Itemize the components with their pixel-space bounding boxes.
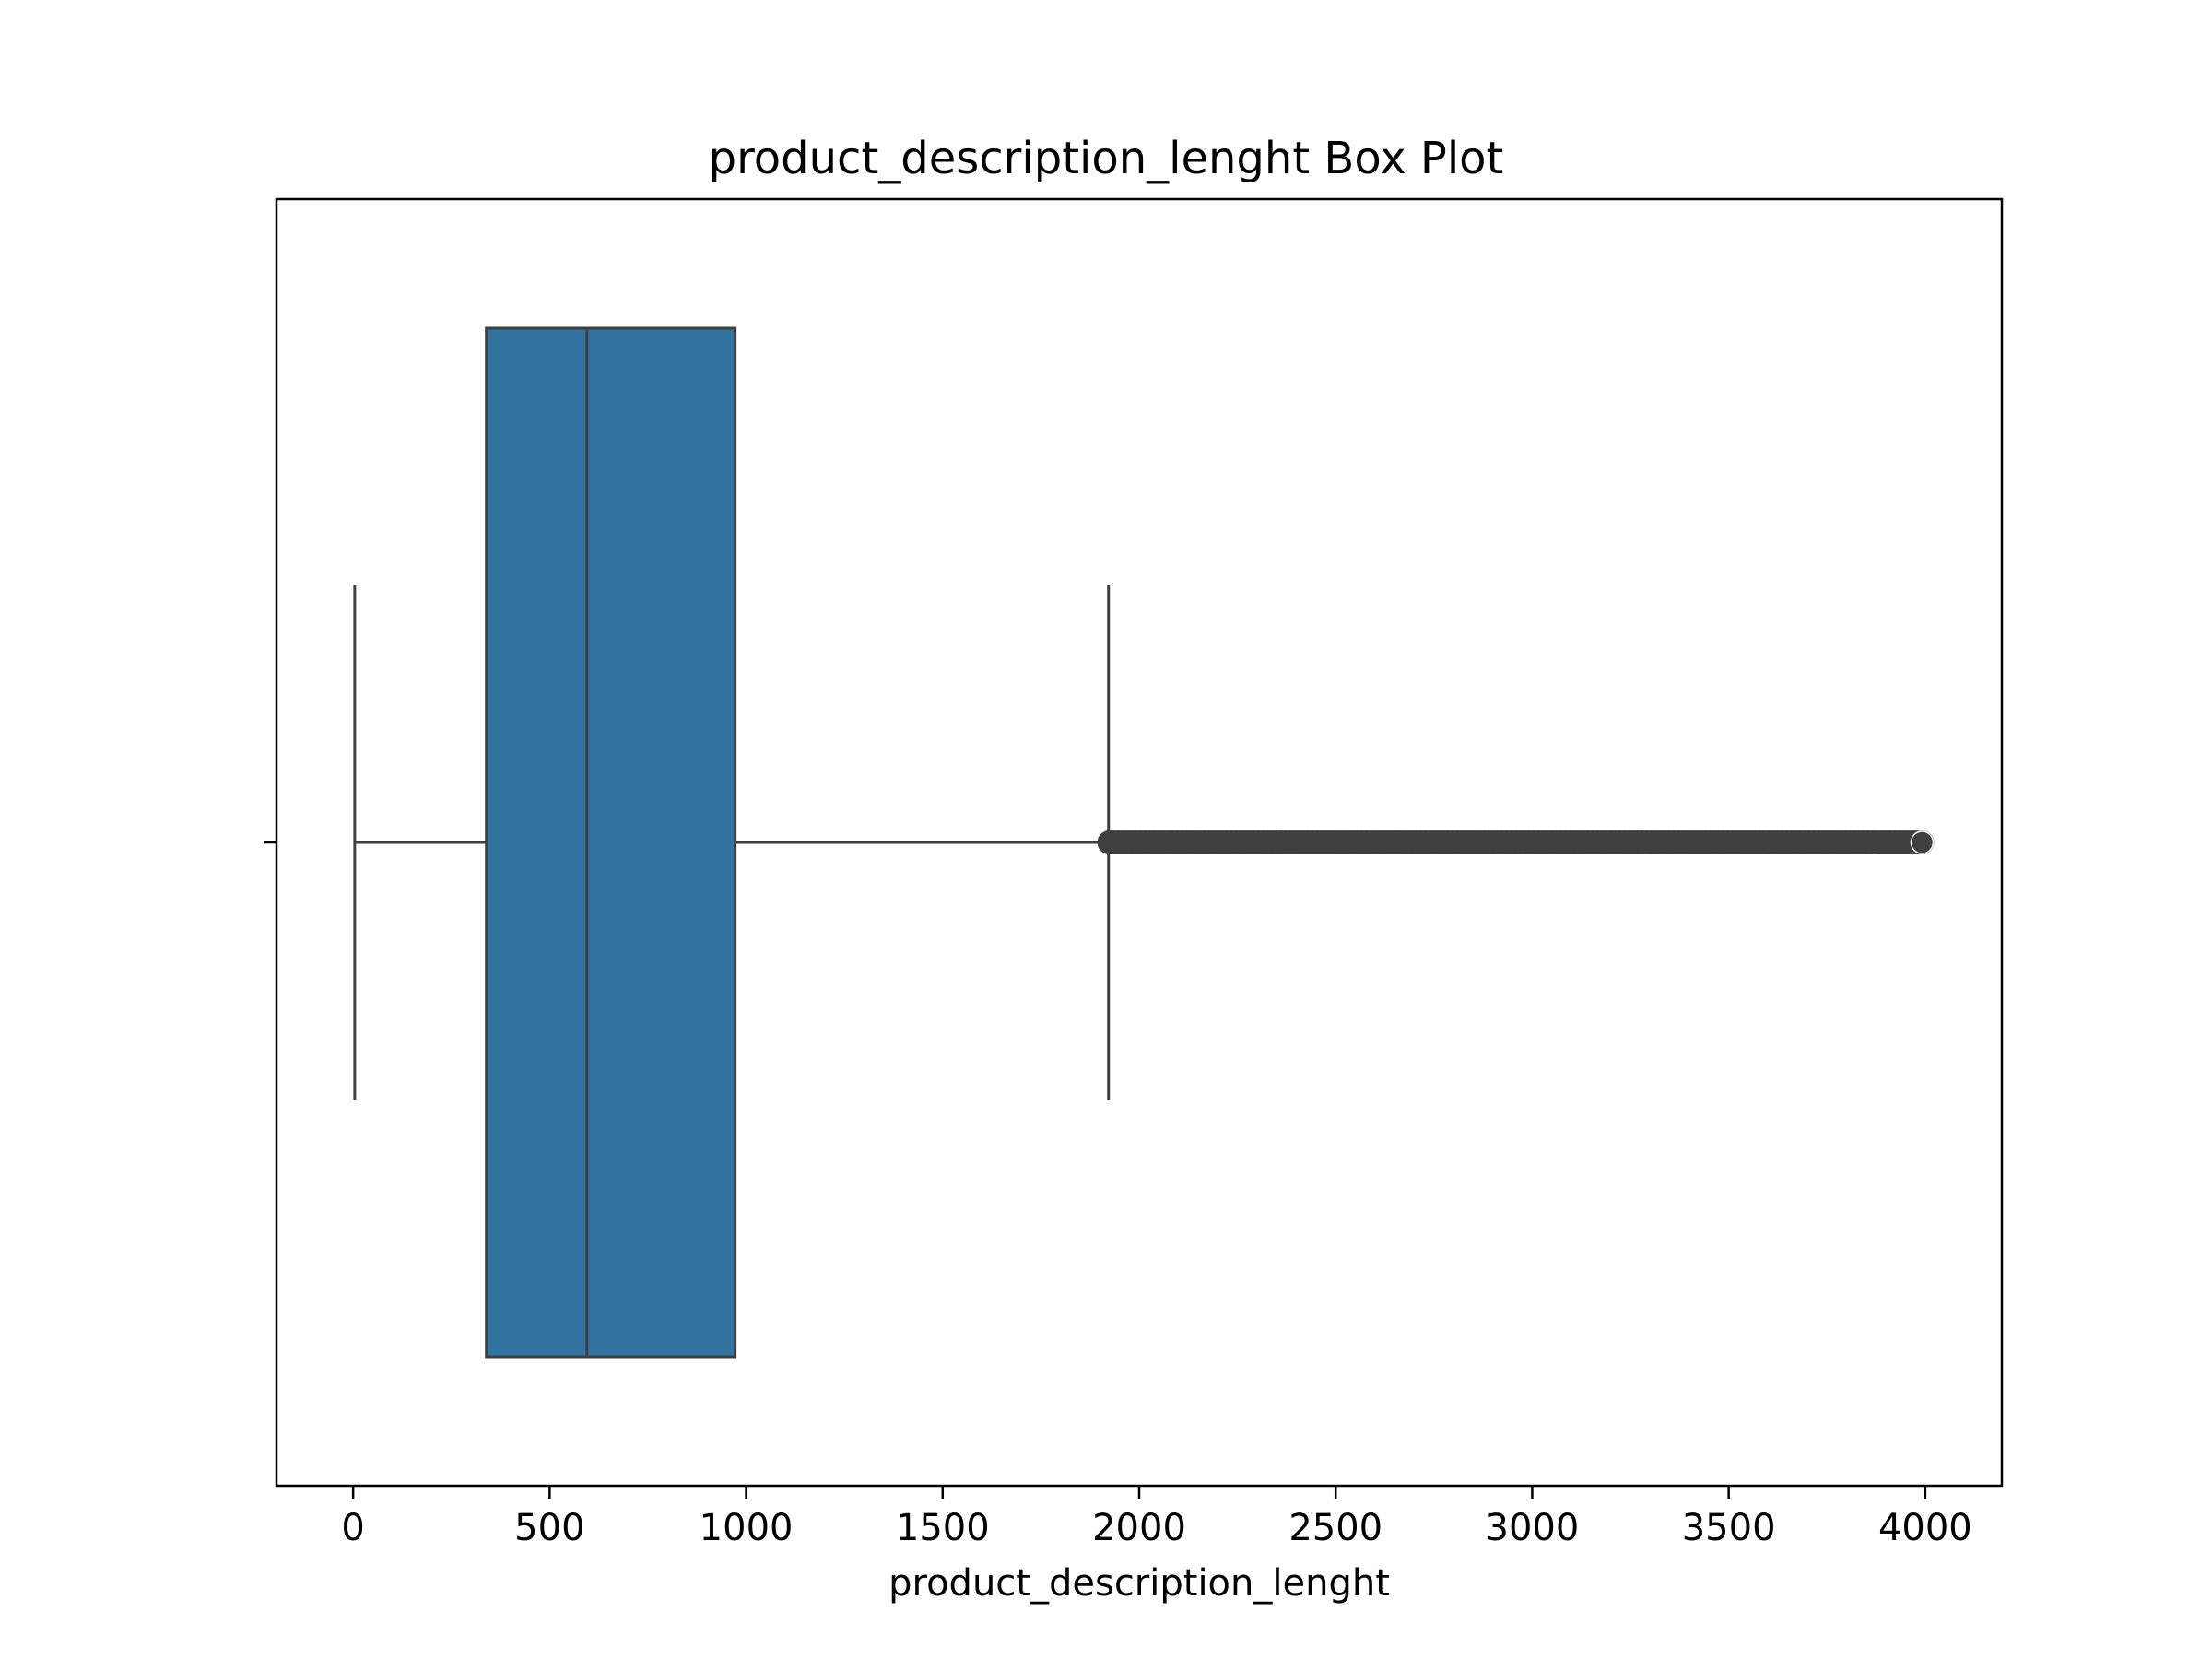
x-tick-label: 500	[514, 1507, 584, 1549]
x-tick-label: 3000	[1486, 1507, 1580, 1549]
x-tick-label: 3500	[1682, 1507, 1776, 1549]
plot-area	[264, 326, 1935, 1359]
chart-title: product_description_lenght Box Plot	[709, 133, 1504, 184]
x-axis-ticks: 0 500 1000 1500 2000 2500 3000 3500 4000	[341, 1486, 1972, 1549]
x-axis-label: product_description_lenght	[888, 1562, 1390, 1605]
x-tick-label: 4000	[1878, 1507, 1972, 1549]
outlier-point	[1910, 830, 1935, 854]
x-tick-label: 2000	[1092, 1507, 1186, 1549]
x-tick-label: 1000	[700, 1507, 794, 1549]
box-iqr	[485, 326, 737, 1359]
x-tick-label: 0	[341, 1507, 364, 1549]
x-tick-label: 2500	[1288, 1507, 1382, 1549]
outlier-points	[1097, 830, 1935, 854]
x-tick-label: 1500	[896, 1507, 990, 1549]
